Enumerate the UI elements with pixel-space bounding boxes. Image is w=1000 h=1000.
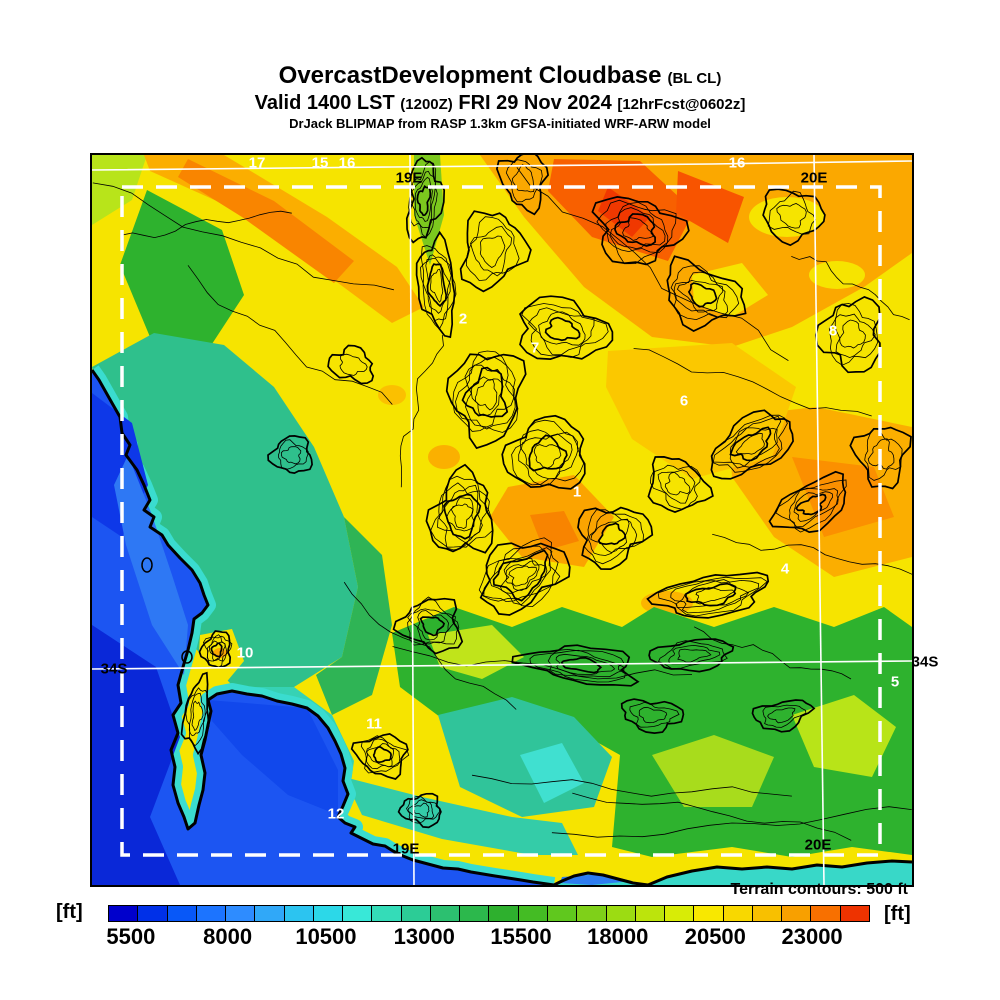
colorbar-cell xyxy=(634,905,666,922)
colorbar-cell xyxy=(605,905,636,922)
lat-lon-grid xyxy=(92,155,912,885)
colorbar-cell xyxy=(693,905,724,922)
page-title: OvercastDevelopment Cloudbase (BL CL) xyxy=(0,62,1000,90)
colorbar-cell xyxy=(108,905,139,922)
colorbar-cell xyxy=(195,905,227,922)
colorbar-cell xyxy=(283,905,314,922)
valid-fcst: [12hrFcst@0602z] xyxy=(617,96,746,113)
valid-prefix: Valid 1400 LST xyxy=(254,92,395,114)
coastline xyxy=(92,369,555,885)
title-main: OvercastDevelopment Cloudbase xyxy=(278,62,662,89)
colorbar-unit-right: [ft] xyxy=(884,903,911,925)
colorbar-cell xyxy=(722,905,753,922)
grid-label-34s: 34S xyxy=(911,653,939,671)
coastline-south xyxy=(553,859,912,885)
colorbar-cell xyxy=(751,905,783,922)
islet-outline xyxy=(181,650,193,664)
colorbar-cell xyxy=(781,905,812,922)
colorbar-cell xyxy=(371,905,402,922)
forecast-map: 19E 20E 34S 34S 19E 20E 17 15 16 16 2 8 7 6 1 4 10 5 11 12 xyxy=(90,153,938,887)
colorbar-cell xyxy=(166,905,197,922)
colorbar xyxy=(108,905,870,922)
domain-boundary-dashed xyxy=(120,185,882,857)
valid-time-line: Valid 1400 LST (1200Z) FRI 29 Nov 2024 [… xyxy=(0,92,1000,115)
colorbar-cell xyxy=(664,905,695,922)
map-canvas xyxy=(92,155,912,885)
title-suffix: (BL CL) xyxy=(667,70,722,87)
colorbar-cell xyxy=(576,905,607,922)
colorbar-cell xyxy=(839,905,870,922)
terrain-contours xyxy=(92,155,912,841)
colorbar-tick-15500: 15500 xyxy=(490,924,552,949)
colorbar-cell xyxy=(342,905,373,922)
colorbar-tick-18000: 18000 xyxy=(587,924,649,949)
colorbar-cell xyxy=(137,905,168,922)
colorbar-tick-10500: 10500 xyxy=(295,924,357,949)
colorbar-cell xyxy=(225,905,256,922)
colorbar-cell xyxy=(459,905,490,922)
colorbar-cell xyxy=(810,905,841,922)
colorbar-cell xyxy=(429,905,461,922)
ocean xyxy=(92,370,912,885)
colorbar-cell xyxy=(488,905,519,922)
colorbar-cell xyxy=(546,905,578,922)
colorbar-unit-left: [ft] xyxy=(56,901,83,923)
colorbar-cell xyxy=(312,905,344,922)
colorbar-tick-13000: 13000 xyxy=(393,924,455,949)
colorbar-cell xyxy=(517,905,548,922)
colorbar-cell xyxy=(254,905,285,922)
colorbar-tick-8000: 8000 xyxy=(203,924,253,949)
model-line: DrJack BLIPMAP from RASP 1.3km GFSA-init… xyxy=(289,116,711,131)
valid-zulu: (1200Z) xyxy=(400,96,453,113)
colorbar-tick-5500: 5500 xyxy=(106,924,156,949)
colorbar-tick-23000: 23000 xyxy=(781,924,843,949)
colorbar-tick-20500: 20500 xyxy=(684,924,746,949)
islet-outline xyxy=(141,557,153,573)
terrain-contours-note: Terrain contours: 500 ft xyxy=(730,881,908,898)
valid-date: FRI 29 Nov 2024 xyxy=(458,92,612,114)
colorbar-cell xyxy=(400,905,431,922)
